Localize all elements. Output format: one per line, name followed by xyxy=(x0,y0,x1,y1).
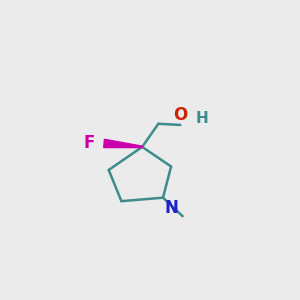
Text: O: O xyxy=(173,106,188,124)
Polygon shape xyxy=(104,139,142,148)
Text: F: F xyxy=(83,134,95,152)
Text: H: H xyxy=(195,111,208,126)
Text: N: N xyxy=(164,199,178,217)
